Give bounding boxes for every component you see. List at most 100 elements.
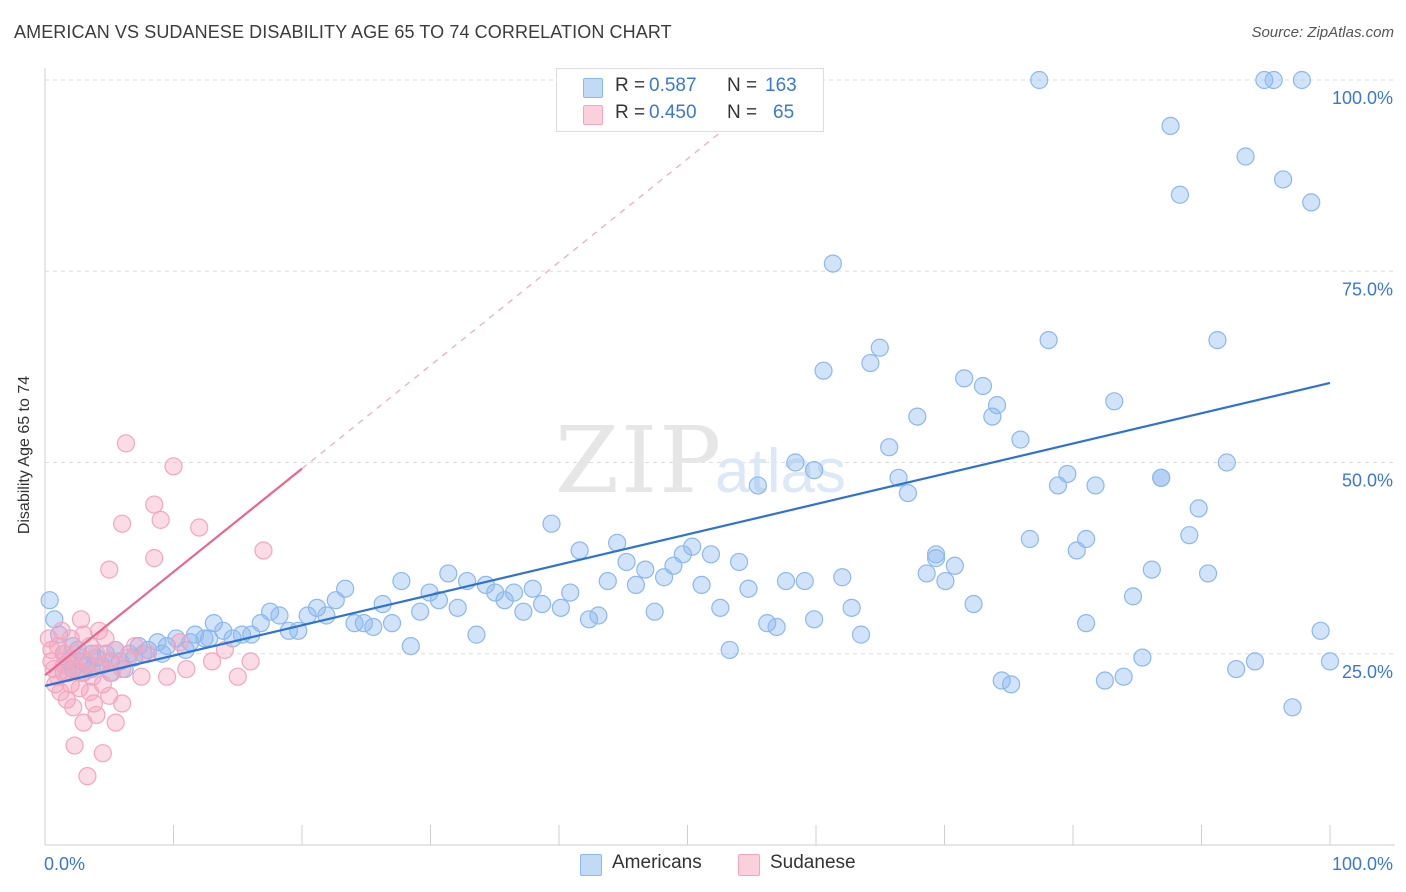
y-tick-label: 75.0% [1342, 279, 1393, 299]
americans-point [411, 602, 430, 621]
americans-point [626, 575, 646, 595]
sudanese-point [215, 640, 234, 660]
sudanese-point [100, 560, 119, 579]
sudanese-point [164, 457, 183, 476]
americans-point [1170, 185, 1190, 204]
sudanese-point [241, 652, 260, 671]
sudanese-point [228, 667, 247, 686]
americans-point [551, 598, 570, 617]
americans-point [861, 353, 880, 373]
americans-point [1311, 621, 1330, 640]
legend: R = 0.587 N = 163 R = 0.450 N = 65 [556, 68, 824, 132]
americans-point [514, 602, 533, 621]
americans-point [195, 629, 214, 648]
sudanese-point [116, 434, 136, 453]
americans-point [1152, 468, 1171, 487]
legend-n-label: N = [727, 75, 758, 96]
legend-row-sudanese: R = 0.450 N = 65 [557, 100, 823, 128]
americans-point [504, 583, 524, 602]
americans-point [711, 598, 730, 617]
americans-point [683, 537, 702, 556]
americans-point [354, 614, 374, 633]
americans-point [936, 571, 955, 591]
legend-r-label: R = [615, 102, 646, 123]
americans-point [1123, 587, 1143, 606]
chart-source: Source: ZipAtlas.com [1251, 24, 1394, 41]
americans-point [1255, 70, 1274, 90]
americans-point [1086, 476, 1105, 495]
legend-n-value: 65 [773, 102, 795, 123]
y-tick-label: 25.0% [1342, 662, 1393, 682]
sudanese-point [71, 610, 91, 629]
americans-point [805, 610, 824, 629]
americans-point [636, 560, 655, 579]
americans-point [823, 254, 842, 273]
trend-lines [44, 79, 1331, 687]
legend-swatch-sudanese [583, 105, 603, 125]
y-axis-label: Disability Age 65 to 74 [16, 375, 33, 535]
americans-point [983, 407, 1002, 426]
americans-point [748, 476, 767, 495]
bottom-legend-swatch-sudanese [738, 854, 760, 876]
americans-point [307, 598, 327, 617]
legend-n-label: N = [727, 102, 758, 123]
sudanese-point [151, 510, 170, 529]
americans-point [345, 614, 364, 633]
legend-r-value: 0.587 [649, 75, 697, 96]
sudanese-point [145, 549, 164, 568]
americans-point [1001, 675, 1021, 694]
americans-point [429, 591, 449, 610]
sudanese-point [106, 713, 125, 732]
americans-point [40, 591, 59, 610]
sudanese-point [157, 667, 177, 686]
americans-point [1198, 564, 1218, 583]
bottom-legend-label-sudanese: Sudanese [770, 852, 856, 873]
legend-swatch-americans [583, 78, 603, 98]
grid-lines [45, 79, 1395, 655]
y-tick-label: 100.0% [1332, 88, 1393, 108]
sudanese-point [64, 698, 83, 717]
americans-point [617, 552, 636, 572]
americans-point [795, 571, 814, 591]
americans-point [1039, 331, 1058, 350]
sudanese-point [87, 705, 106, 725]
sudanese-point [84, 694, 103, 713]
americans-point [673, 545, 692, 564]
americans-point [992, 671, 1011, 690]
americans-point [204, 614, 223, 633]
americans-point [570, 541, 589, 560]
americans-point [382, 614, 402, 633]
americans-point [579, 610, 599, 629]
sudanese-point [112, 514, 132, 533]
americans-point [185, 625, 205, 644]
americans-trend-line [44, 381, 1331, 687]
legend-r-label: R = [615, 75, 646, 96]
americans-point [561, 583, 580, 602]
americans-point [786, 453, 805, 472]
americans-point [926, 545, 946, 564]
sudanese-point [177, 659, 196, 679]
americans-point [1283, 698, 1302, 717]
watermark-atlas: atlas [715, 437, 846, 506]
americans-point [1217, 453, 1236, 472]
americans-point [739, 579, 758, 598]
sudanese-point [170, 633, 190, 652]
americans-point [692, 575, 711, 595]
sudanese-points [39, 434, 273, 786]
americans-point [767, 617, 786, 637]
americans-point [1020, 529, 1039, 549]
sudanese-point [112, 694, 132, 713]
americans-point [926, 549, 946, 568]
americans-point [701, 545, 721, 564]
americans-point [1274, 170, 1293, 189]
sudanese-point [70, 679, 89, 698]
watermark-zip: ZIP [555, 407, 723, 514]
sudanese-trend-extension [301, 79, 786, 470]
americans-point [336, 579, 355, 598]
americans-point [1114, 667, 1133, 686]
americans-point [889, 468, 908, 487]
americans-point [729, 552, 749, 572]
americans-point [964, 594, 983, 614]
americans-point [880, 438, 899, 457]
